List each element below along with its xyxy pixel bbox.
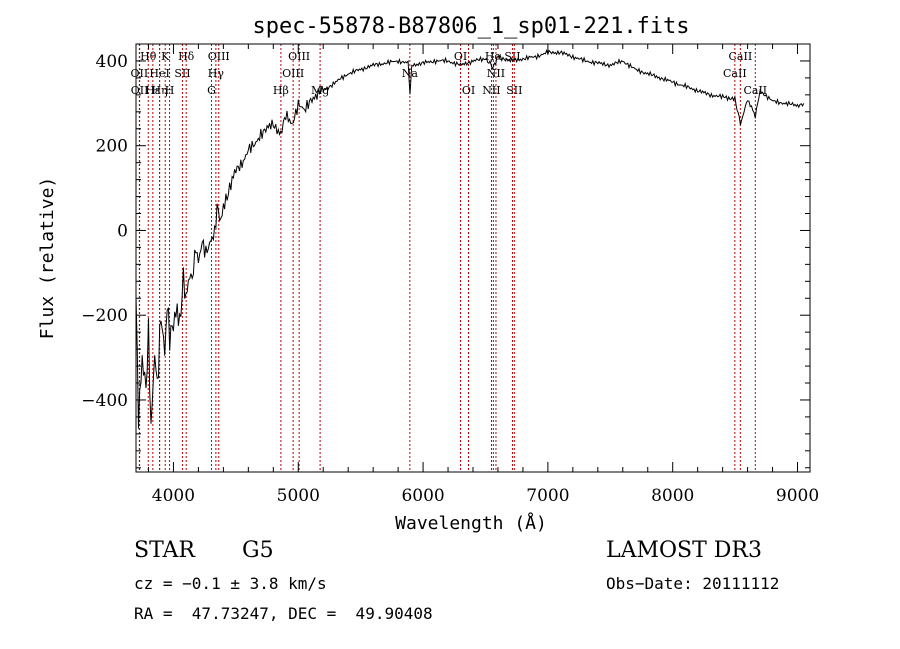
y-tick-label: −200 <box>81 306 128 326</box>
spectral-line-label: OIII <box>208 50 230 63</box>
spectral-line-label: CaII <box>729 50 753 63</box>
spectral-line-label: OII <box>131 84 149 97</box>
spectral-line-label: SII <box>506 84 522 97</box>
spectrum-layer <box>135 49 805 429</box>
spectral-line-label: Na <box>402 67 419 80</box>
spectral-line-label: SII <box>504 50 520 63</box>
spectral-line-label: CaII <box>743 84 767 97</box>
y-tick-label: 0 <box>117 221 128 241</box>
plot-frame <box>135 43 811 473</box>
spectral-line-label: OIII <box>288 50 310 63</box>
ticks-layer: 4000 5000 6000 7000 8000 9000 −400 −200 0 200 400 <box>81 43 819 506</box>
spectral-line-label: K <box>161 50 170 63</box>
object-subclass: G5 <box>242 538 274 563</box>
spectral-line-label: HeI <box>149 67 169 80</box>
spectral-line-label: OIII <box>282 67 304 80</box>
x-tick-label: 5000 <box>277 486 320 506</box>
spectral-line-label: CaII <box>723 67 747 80</box>
redshift-text: cz = −0.1 ± 3.8 km/s <box>134 574 327 593</box>
spectral-line-label: Hγ <box>208 67 225 80</box>
x-tick-label: 7000 <box>526 486 569 506</box>
spectral-line-label: G <box>207 84 216 97</box>
spectral-line-label: OI <box>454 50 467 63</box>
x-tick-label: 4000 <box>152 486 195 506</box>
spectrum-line <box>135 49 805 429</box>
object-class: STAR <box>134 538 195 563</box>
x-tick-label: 6000 <box>401 486 444 506</box>
spectral-line-label: Hα <box>485 50 503 63</box>
survey-name: LAMOST DR3 <box>606 538 762 563</box>
spectral-line-label: Mg <box>311 84 329 97</box>
spectral-line-label: NII <box>482 84 500 97</box>
y-tick-label: −400 <box>81 391 128 411</box>
y-tick-label: 200 <box>96 137 128 157</box>
x-axis-label: Wavelength (Å) <box>395 512 547 534</box>
y-tick-label: 400 <box>96 52 128 72</box>
spectral-line-label: Hδ <box>178 50 195 63</box>
obs-date-text: Obs−Date: 20111112 <box>606 574 780 593</box>
x-tick-label: 8000 <box>651 486 694 506</box>
chart-title: spec-55878-B87806_1_sp01-221.fits <box>252 14 689 39</box>
spectral-line-label: SII <box>174 67 190 80</box>
coordinates-text: RA = 47.73247, DEC = 49.90408 <box>134 604 433 623</box>
spectral-line-label: OI <box>462 84 475 97</box>
spectral-line-label: NII <box>487 67 505 80</box>
spectral-line-label: H <box>165 84 175 97</box>
y-axis-label: Flux (relative) <box>37 177 58 340</box>
x-tick-label: 9000 <box>776 486 819 506</box>
spectral-line-label: Hε <box>145 84 161 97</box>
spectral-line-label: Hβ <box>273 84 289 97</box>
spectral-line-label: Hη <box>151 84 167 97</box>
